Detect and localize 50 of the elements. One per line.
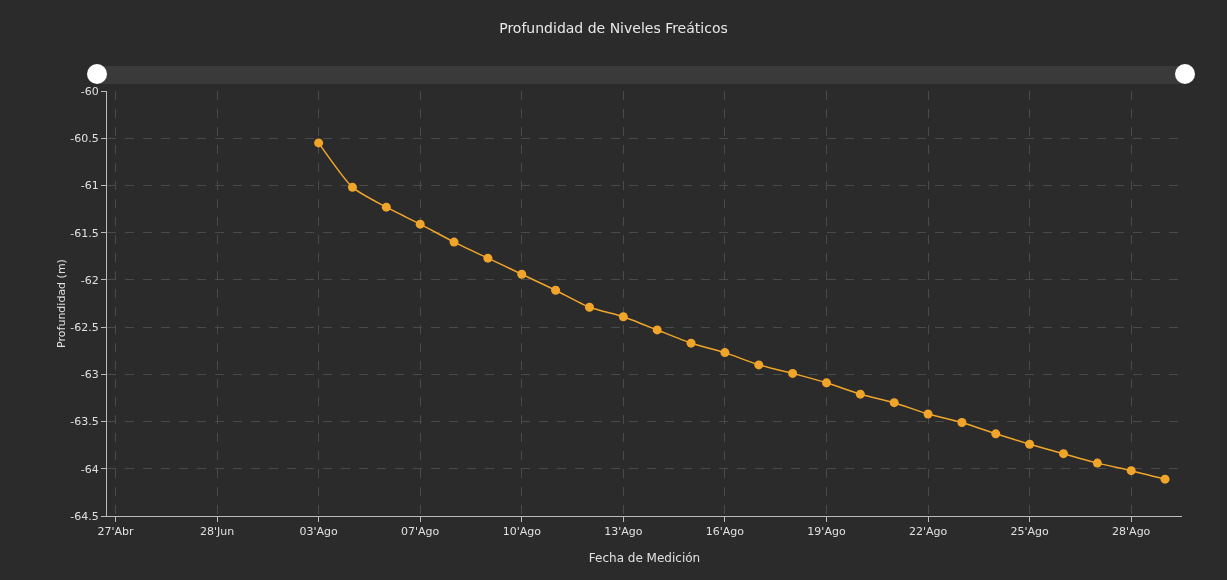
y-tick-label: -60 bbox=[80, 84, 99, 98]
point bbox=[923, 409, 933, 419]
x-axis-title: Fecha de Medición bbox=[588, 551, 701, 565]
x-tick-label: 28'Ago bbox=[1112, 525, 1151, 539]
point bbox=[889, 398, 899, 408]
point bbox=[754, 360, 764, 370]
point bbox=[1025, 439, 1035, 449]
point bbox=[991, 429, 1001, 439]
y-tick-label: -64 bbox=[80, 462, 99, 476]
point bbox=[449, 237, 459, 247]
x-tick-label: 16'Ago bbox=[705, 525, 745, 539]
x-tick-label: 13'Ago bbox=[604, 525, 643, 539]
y-tick-label: -63.5 bbox=[70, 415, 99, 429]
point bbox=[551, 285, 561, 295]
point bbox=[381, 202, 391, 212]
point bbox=[652, 325, 662, 335]
y-tick-label: -61.5 bbox=[70, 226, 99, 240]
y-tick-label: -62.5 bbox=[70, 320, 99, 334]
point bbox=[821, 378, 831, 388]
point bbox=[347, 182, 357, 192]
chart-title: Profundidad de Niveles Freáticos bbox=[499, 20, 728, 36]
y-tick-label: -63 bbox=[80, 368, 99, 382]
y-tick-label: -64.5 bbox=[70, 509, 99, 523]
x-tick-label: 27'Abr bbox=[97, 525, 134, 539]
x-tick-label: 07'Ago bbox=[401, 525, 440, 539]
y-tick-label: -62 bbox=[80, 273, 99, 287]
point bbox=[957, 418, 967, 427]
x-tick-label: 22'Ago bbox=[908, 525, 948, 539]
point bbox=[855, 389, 865, 399]
y-tick-label: -61 bbox=[80, 179, 99, 193]
x-tick-label: 10'Ago bbox=[502, 525, 542, 539]
point bbox=[1126, 466, 1136, 476]
point bbox=[1059, 449, 1068, 459]
point bbox=[788, 368, 798, 378]
point bbox=[720, 348, 730, 358]
point bbox=[517, 269, 527, 279]
point bbox=[415, 219, 425, 229]
x-tick-label: 25'Ago bbox=[1010, 525, 1050, 539]
point bbox=[584, 302, 594, 312]
x-tick-label: 19'Ago bbox=[807, 525, 846, 539]
point bbox=[483, 253, 493, 263]
point bbox=[1160, 474, 1170, 484]
y-axis-title: Profundidad (m) bbox=[55, 259, 69, 348]
y-tick-label: -60.5 bbox=[70, 132, 99, 146]
point bbox=[618, 312, 628, 322]
x-tick-label: 03'Ago bbox=[299, 525, 339, 539]
point bbox=[314, 138, 324, 148]
point bbox=[686, 338, 696, 348]
point bbox=[1092, 458, 1102, 468]
x-tick-label: 28'Jun bbox=[199, 525, 235, 539]
